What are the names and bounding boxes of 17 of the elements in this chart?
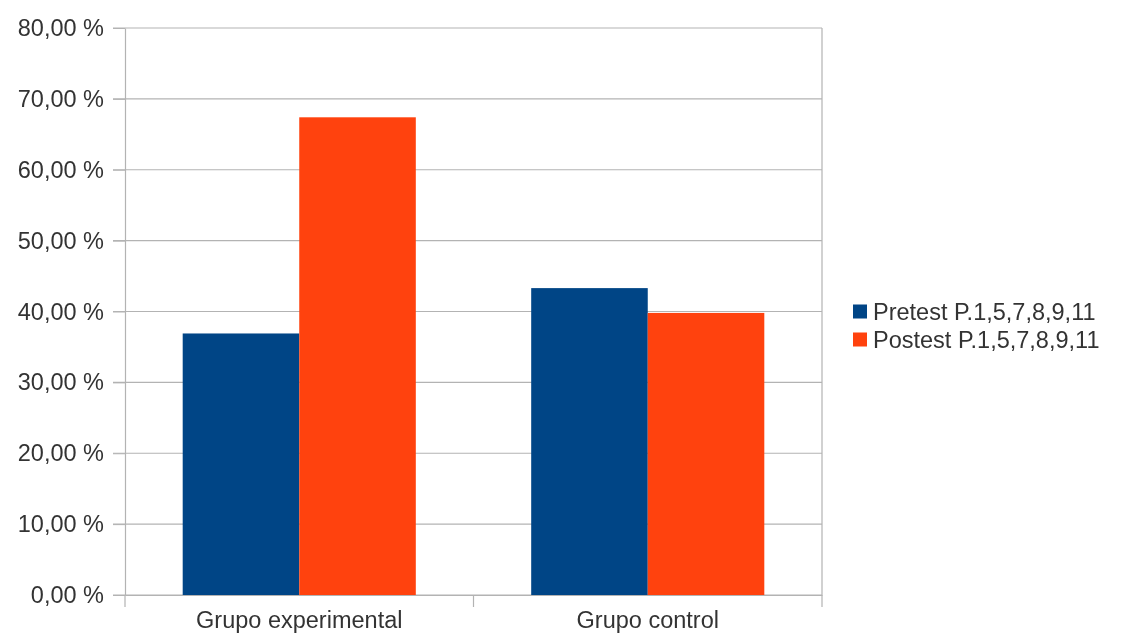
y-tick-label: 50,00 %: [17, 227, 105, 254]
y-tick-label: 40,00 %: [17, 298, 105, 325]
x-tick-label: Grupo experimental: [196, 606, 403, 633]
legend-label: Postest P.1,5,7,8,9,11: [873, 326, 1100, 353]
y-tick-label: 10,00 %: [17, 511, 105, 538]
bar: [182, 333, 300, 595]
y-tick-label: 80,00 %: [17, 15, 105, 42]
x-tick-label: Grupo control: [576, 606, 719, 633]
bar: [299, 117, 416, 595]
y-tick-label: 0,00 %: [30, 582, 105, 609]
y-tick-label: 70,00 %: [17, 85, 105, 112]
legend-label: Pretest P.1,5,7,8,9,11: [873, 298, 1096, 325]
y-tick-label: 20,00 %: [17, 440, 105, 467]
y-tick-label: 30,00 %: [17, 369, 105, 396]
bar: [531, 288, 648, 595]
y-tick-label: 60,00 %: [17, 156, 105, 183]
bar: [647, 312, 765, 595]
